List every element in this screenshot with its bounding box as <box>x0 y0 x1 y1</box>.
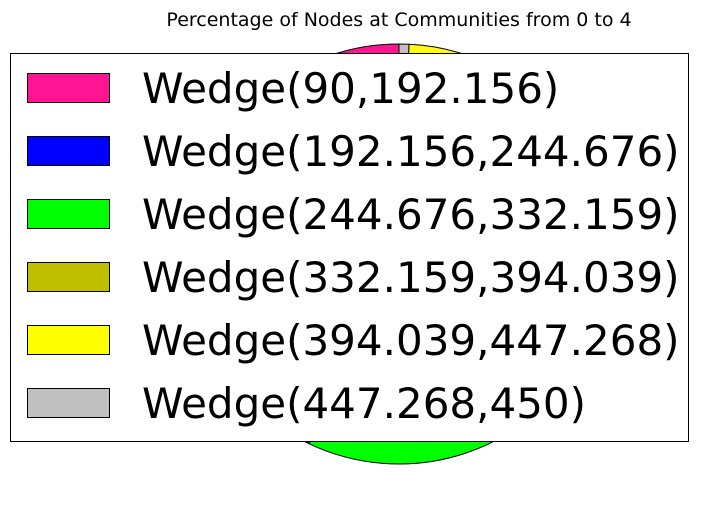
legend-swatch <box>27 73 110 103</box>
legend-swatch <box>27 262 110 292</box>
legend-entries: Wedge(90,192.156) Wedge(192.156,244.676) W… <box>27 64 680 428</box>
legend-label: Wedge(192.156,244.676) <box>142 127 680 176</box>
legend-label: Wedge(332.159,394.039) <box>142 253 680 302</box>
chart-title: Percentage of Nodes at Communities from … <box>166 9 631 31</box>
legend-entry-2: Wedge(244.676,332.159) <box>27 190 680 239</box>
legend-swatch <box>27 388 110 418</box>
legend-entry-5: Wedge(447.268,450) <box>27 379 586 428</box>
legend-swatch <box>27 325 110 355</box>
legend-entry-4: Wedge(394.039,447.268) <box>27 316 680 365</box>
legend: Wedge(90,192.156) Wedge(192.156,244.676) W… <box>10 53 689 442</box>
legend-swatch <box>27 136 110 166</box>
legend-frame <box>10 53 689 442</box>
legend-entry-1: Wedge(192.156,244.676) <box>27 127 680 176</box>
legend-label: Wedge(90,192.156) <box>142 64 559 113</box>
legend-entry-0: Wedge(90,192.156) <box>27 64 559 113</box>
legend-label: Wedge(447.268,450) <box>142 379 586 428</box>
legend-label: Wedge(394.039,447.268) <box>142 316 680 365</box>
legend-entry-3: Wedge(332.159,394.039) <box>27 253 680 302</box>
legend-label: Wedge(244.676,332.159) <box>142 190 680 239</box>
legend-swatch <box>27 199 110 229</box>
